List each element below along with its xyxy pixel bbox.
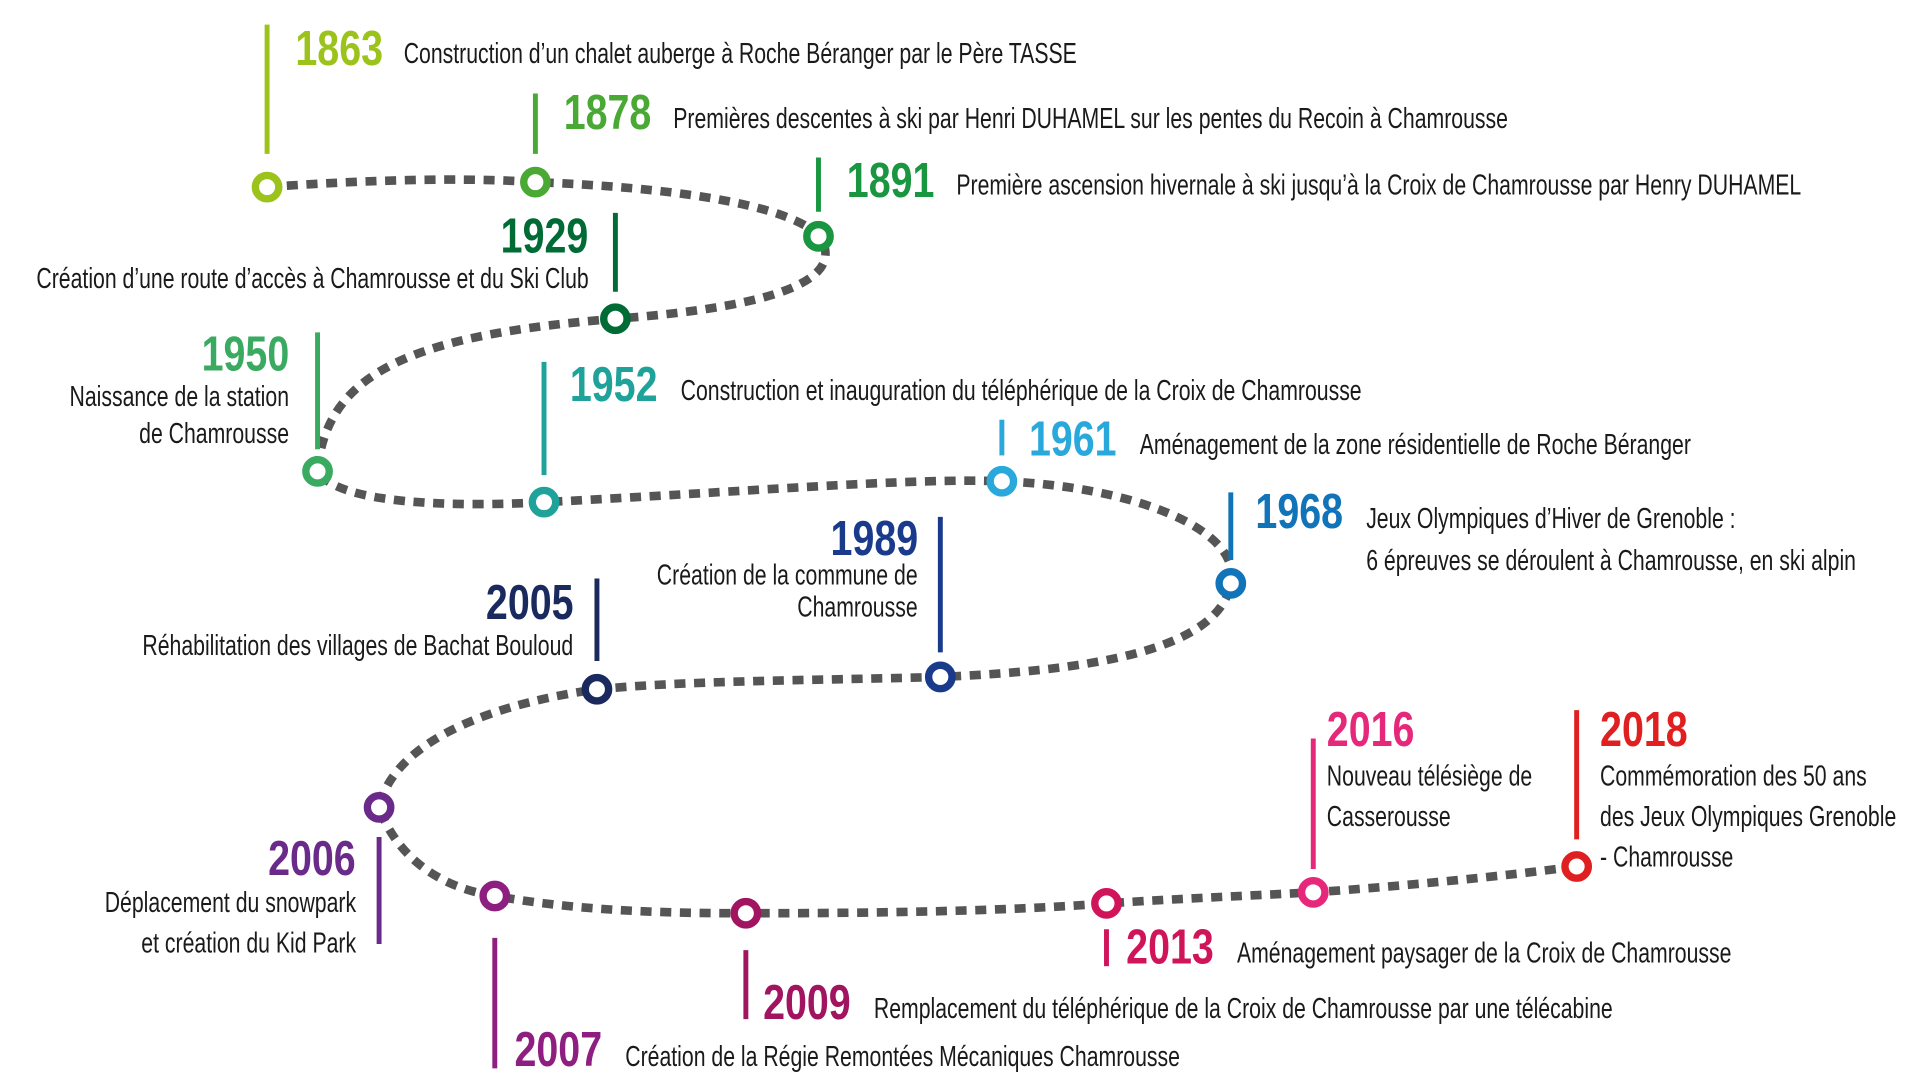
year-1929: 1929 xyxy=(500,209,589,264)
desc-line: Casserousse xyxy=(1326,800,1451,833)
year-2018: 2018 xyxy=(1600,702,1688,757)
desc-line: Naissance de la station xyxy=(69,380,290,413)
timeline-node-1950 xyxy=(302,456,333,487)
event-desc-1989: Création de la commune de Chamrousse xyxy=(657,559,918,623)
year-2007: 2007 xyxy=(514,1022,603,1077)
timeline-node-1961 xyxy=(986,465,1018,497)
desc-line: Déplacement du snowpark xyxy=(104,886,356,919)
year-1878: 1878 xyxy=(563,86,652,141)
event-desc-1961: Aménagement de la zone résidentielle de … xyxy=(1140,426,1691,463)
desc-line: Première ascension hivernale à ski jusqu… xyxy=(956,168,1802,201)
desc-line: Premières descentes à ski par Henri DUHA… xyxy=(673,102,1508,135)
year-2009: 2009 xyxy=(763,976,851,1031)
year-1961: 1961 xyxy=(1028,412,1117,467)
timeline-node-1968 xyxy=(1215,568,1247,599)
timeline-node-2007 xyxy=(479,880,511,912)
timeline-node-2009 xyxy=(730,897,762,929)
desc-line: Aménagement paysager de la Croix de Cham… xyxy=(1236,936,1732,969)
desc-line: Création de la commune de xyxy=(657,558,919,591)
desc-line: - Chamrousse xyxy=(1600,840,1734,873)
desc-line: Construction d’un chalet auberge à Roche… xyxy=(403,36,1077,69)
event-desc-2018: Commémoration des 50 ans des Jeux Olympiq… xyxy=(1600,756,1896,878)
event-desc-1968: Jeux Olympiques d’Hiver de Grenoble : 6 é… xyxy=(1366,497,1856,581)
desc-line: Aménagement de la zone résidentielle de … xyxy=(1139,428,1691,461)
event-desc-1950: Naissance de la station de Chamrousse xyxy=(70,378,290,452)
timeline-node-1863 xyxy=(251,171,283,203)
event-desc-2013: Aménagement paysager de la Croix de Cham… xyxy=(1237,934,1731,971)
year-1989: 1989 xyxy=(830,512,919,567)
event-desc-2006: Déplacement du snowpark et création du Ki… xyxy=(104,882,355,963)
timeline-node-2006 xyxy=(363,792,395,823)
event-desc-1891: Première ascension hivernale à ski jusqu… xyxy=(956,166,1801,203)
year-2016: 2016 xyxy=(1326,702,1415,757)
desc-line: Création d’une route d’accès à Chamrouss… xyxy=(36,262,589,295)
desc-line: Création de la Régie Remontées Mécanique… xyxy=(625,1040,1180,1073)
desc-line: des Jeux Olympiques Grenoble xyxy=(1600,800,1897,833)
event-desc-2007: Création de la Régie Remontées Mécanique… xyxy=(625,1038,1180,1075)
year-1950: 1950 xyxy=(201,327,290,382)
event-desc-1878: Premières descentes à ski par Henri DUHA… xyxy=(673,100,1508,137)
event-desc-2016: Nouveau télésiège de Casserousse xyxy=(1327,756,1532,837)
year-2013: 2013 xyxy=(1126,920,1214,975)
desc-line: de Chamrousse xyxy=(139,417,290,450)
dotted-timeline-path xyxy=(266,175,1578,918)
year-1952: 1952 xyxy=(569,358,658,413)
desc-line: et création du Kid Park xyxy=(140,926,356,959)
desc-line: Jeux Olympiques d’Hiver de Grenoble : xyxy=(1366,502,1736,535)
event-desc-2005: Réhabilitation des villages de Bachat Bo… xyxy=(143,626,574,663)
event-desc-1863: Construction d’un chalet auberge à Roche… xyxy=(404,34,1077,71)
desc-line: Chamrousse xyxy=(797,590,919,623)
timeline-node-1952 xyxy=(528,486,560,518)
timeline-node-1929 xyxy=(600,303,631,335)
desc-line: Remplacement du téléphérique de la Croix… xyxy=(873,992,1613,1025)
timeline-node-1878 xyxy=(520,166,551,198)
event-desc-1952: Construction et inauguration du téléphér… xyxy=(681,372,1362,409)
timeline-node-2018 xyxy=(1561,851,1593,882)
year-1968: 1968 xyxy=(1255,484,1344,540)
desc-line: Nouveau télésiège de xyxy=(1326,759,1533,792)
timeline-node-2016 xyxy=(1297,876,1329,908)
timeline-node-2005 xyxy=(581,673,613,705)
desc-line: Commémoration des 50 ans xyxy=(1600,759,1867,792)
desc-line: Construction et inauguration du téléphér… xyxy=(680,374,1362,407)
desc-line: Réhabilitation des villages de Bachat Bo… xyxy=(142,628,574,661)
event-desc-1929: Création d’une route d’accès à Chamrouss… xyxy=(36,260,588,297)
timeline-node-1891 xyxy=(803,220,834,252)
timeline-node-1989 xyxy=(924,661,956,693)
year-1863: 1863 xyxy=(295,22,384,77)
year-1891: 1891 xyxy=(846,153,935,209)
year-2006: 2006 xyxy=(268,832,356,887)
timeline-node-2013 xyxy=(1091,888,1122,919)
year-2005: 2005 xyxy=(485,576,574,631)
event-desc-2009: Remplacement du téléphérique de la Croix… xyxy=(874,990,1613,1027)
desc-line: 6 épreuves se déroulent à Chamrousse, en… xyxy=(1366,544,1856,577)
